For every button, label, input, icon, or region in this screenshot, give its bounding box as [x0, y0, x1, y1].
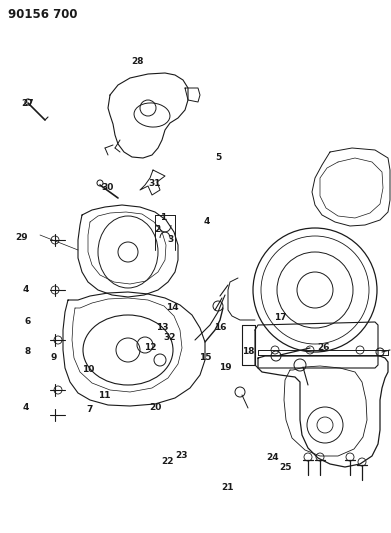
- Text: 29: 29: [16, 233, 28, 243]
- Text: 7: 7: [87, 406, 93, 415]
- Circle shape: [97, 180, 103, 186]
- Text: 23: 23: [176, 451, 188, 461]
- Text: 1: 1: [160, 214, 166, 222]
- Text: 25: 25: [279, 464, 291, 472]
- Text: 3: 3: [167, 236, 173, 245]
- Text: 8: 8: [25, 348, 31, 357]
- Text: 15: 15: [199, 353, 211, 362]
- Text: 10: 10: [82, 366, 94, 375]
- Text: 31: 31: [149, 179, 161, 188]
- Circle shape: [25, 99, 31, 105]
- Text: 24: 24: [267, 454, 279, 463]
- Text: 9: 9: [51, 353, 57, 362]
- Text: 4: 4: [23, 286, 29, 295]
- Text: 2: 2: [154, 225, 160, 235]
- Text: 5: 5: [215, 154, 221, 163]
- Text: 21: 21: [222, 483, 234, 492]
- Text: 18: 18: [242, 348, 254, 357]
- Text: 13: 13: [156, 324, 168, 333]
- Text: 14: 14: [166, 303, 178, 312]
- Text: 32: 32: [164, 334, 176, 343]
- Text: 20: 20: [149, 403, 161, 413]
- Text: 22: 22: [162, 457, 174, 466]
- Text: 11: 11: [98, 392, 110, 400]
- Text: 17: 17: [274, 313, 286, 322]
- Text: 19: 19: [219, 364, 231, 373]
- Text: 4: 4: [204, 217, 210, 227]
- Text: 30: 30: [102, 182, 114, 191]
- Text: 26: 26: [317, 343, 329, 352]
- Text: 90156 700: 90156 700: [8, 8, 77, 21]
- Text: 4: 4: [23, 403, 29, 413]
- Text: 6: 6: [25, 318, 31, 327]
- Text: 12: 12: [144, 343, 156, 352]
- Text: 16: 16: [214, 324, 226, 333]
- Text: 27: 27: [22, 99, 34, 108]
- Text: 28: 28: [132, 58, 144, 67]
